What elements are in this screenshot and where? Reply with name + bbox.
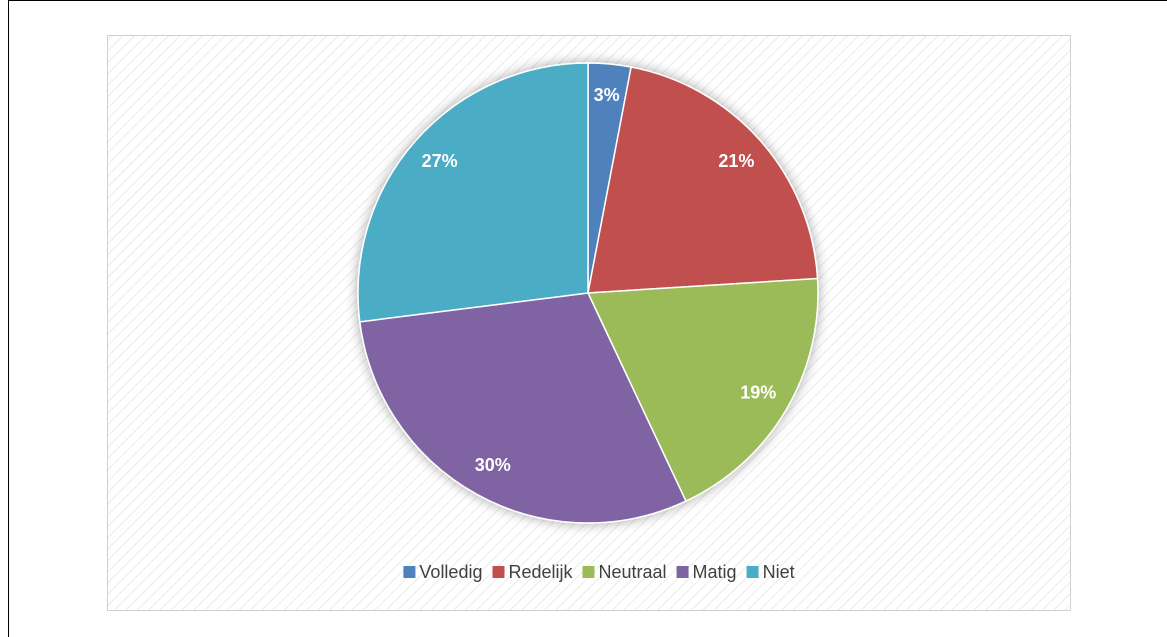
- pie-slice: [587, 66, 819, 294]
- data-label: 19%: [740, 382, 776, 402]
- legend-swatch: [746, 566, 759, 578]
- data-label: 21%: [718, 151, 754, 171]
- pie-slice: [357, 62, 589, 323]
- legend-swatch: [676, 566, 689, 578]
- pie-slice: [358, 292, 687, 524]
- data-label: 30%: [475, 455, 511, 475]
- legend-label: Matig: [693, 562, 737, 582]
- legend-swatch: [492, 566, 505, 578]
- pie-slice: [586, 277, 819, 503]
- legend-swatch: [403, 566, 416, 578]
- legend-label: Redelijk: [508, 562, 573, 582]
- data-labels: 3% 21% 19% 30% 27%: [422, 85, 777, 475]
- legend: Volledig Redelijk Neutraal Matig Niet: [403, 562, 795, 582]
- legend-label: Volledig: [419, 562, 482, 582]
- pie: [357, 62, 819, 524]
- data-label: 27%: [422, 151, 458, 171]
- data-label: 3%: [594, 85, 620, 105]
- legend-label: Niet: [763, 562, 795, 582]
- legend-swatch: [582, 566, 595, 578]
- legend-label: Neutraal: [599, 562, 667, 582]
